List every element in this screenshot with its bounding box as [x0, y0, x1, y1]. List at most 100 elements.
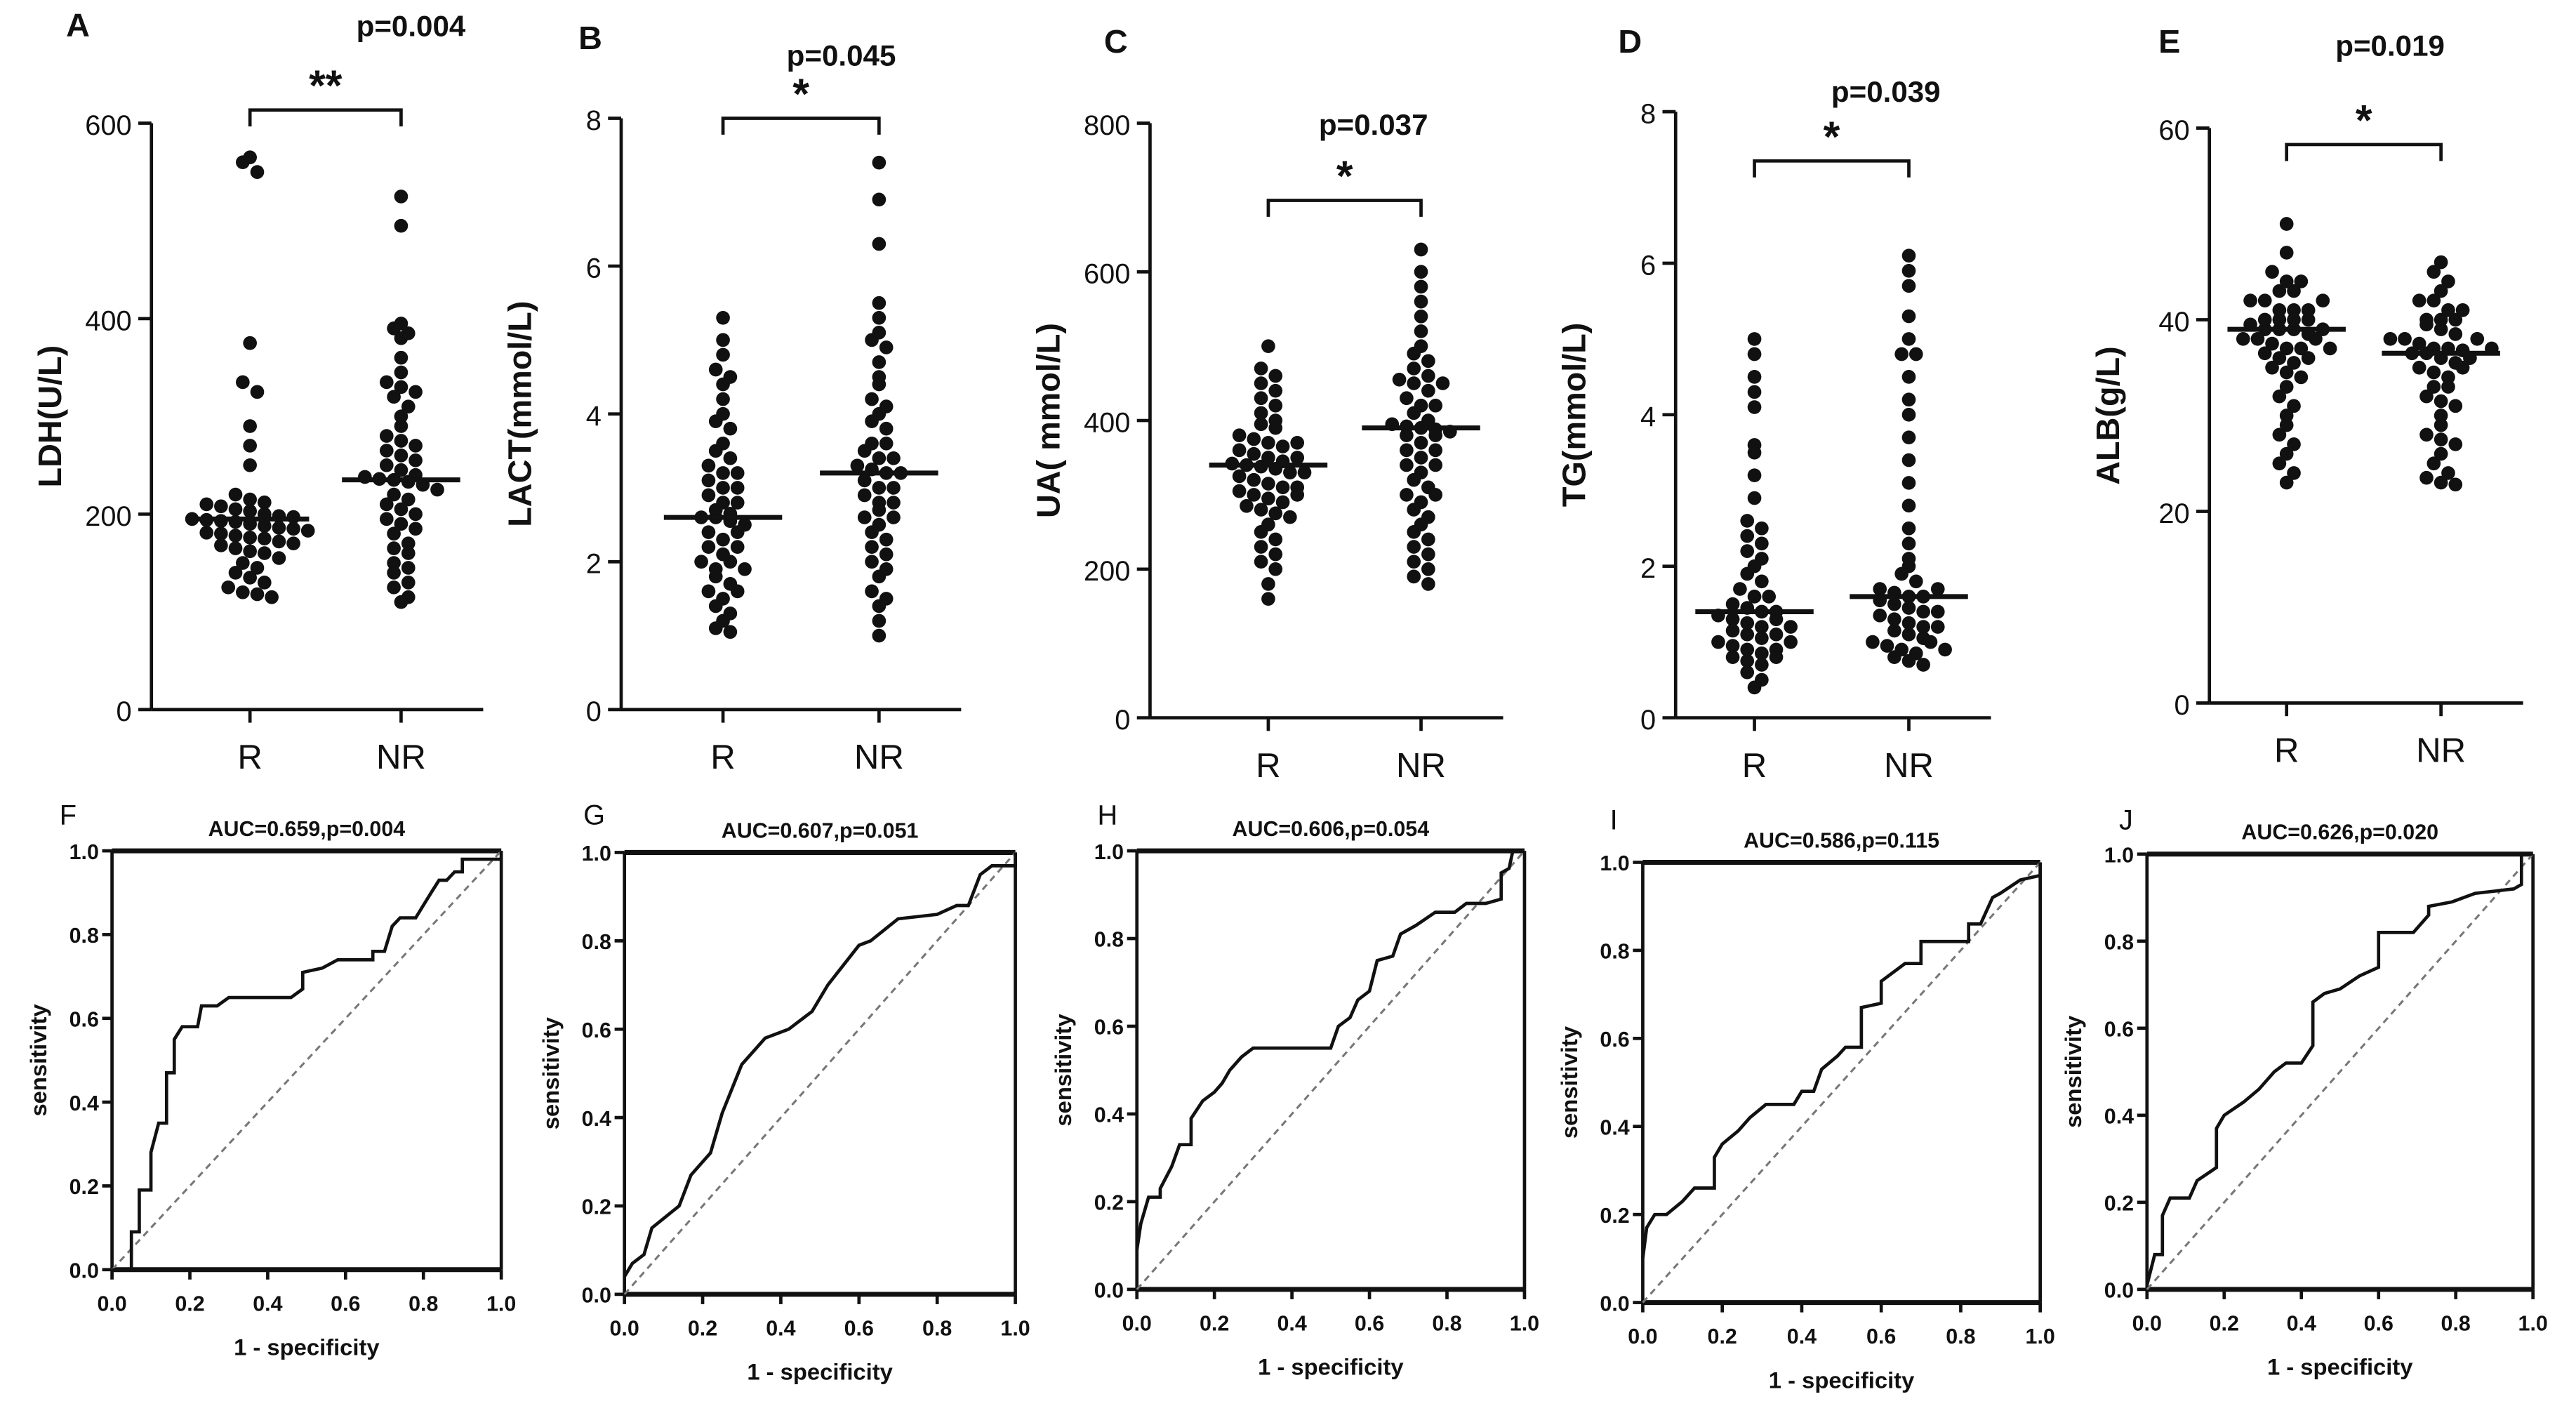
panel-b: B 0 2 4 6 8 LACT(mmol/L) R NR *p=0.045: [501, 20, 962, 776]
data-point: [214, 526, 228, 541]
y-tick-label: 0.4: [582, 1107, 611, 1131]
data-point: [1747, 400, 1762, 414]
data-point: [2279, 380, 2294, 394]
x-tick-label: 0.2: [2210, 1311, 2239, 1335]
x-tick-label: R: [2274, 732, 2299, 770]
data-point: [1421, 547, 1435, 562]
data-point: [394, 434, 409, 448]
y-tick-label: 0.8: [1600, 940, 1629, 964]
x-tick-label: 0.0: [1122, 1311, 1152, 1335]
data-point: [1232, 469, 1247, 484]
data-point: [409, 453, 423, 467]
x-tick-label: 0.0: [1628, 1325, 1657, 1348]
y-tick-label: 0.6: [2104, 1018, 2134, 1042]
data-point: [723, 625, 738, 639]
x-axis-label: 1 - specificity: [2267, 1354, 2413, 1380]
data-point: [1747, 370, 1762, 384]
x-tick-label: 0.8: [1432, 1311, 1461, 1335]
data-point: [387, 556, 401, 570]
roc-curve: [112, 851, 503, 1272]
x-tick-label: NR: [376, 738, 426, 776]
data-point: [1725, 639, 1740, 653]
y-tick-label: 400: [85, 305, 131, 336]
data-point: [716, 310, 730, 325]
x-tick-label: 0.4: [1787, 1325, 1817, 1348]
data-point: [1733, 582, 1747, 596]
data-point: [1873, 609, 1887, 623]
data-point: [2294, 370, 2309, 385]
data-point: [394, 517, 409, 531]
data-point: [1901, 392, 1916, 407]
y-axis-label: LACT(mmol/L): [501, 301, 538, 527]
data-point: [2316, 293, 2330, 308]
data-point: [1240, 498, 1254, 513]
data-point: [1740, 616, 1755, 630]
data-point: [1268, 369, 1283, 383]
data-point: [2441, 466, 2455, 480]
data-point: [387, 541, 401, 555]
data-point: [2441, 303, 2455, 317]
data-point: [228, 502, 243, 517]
y-axis-label: sensitivity: [2060, 1015, 2086, 1128]
x-axis-label: 1 - specificity: [1769, 1367, 1915, 1393]
data-point: [1769, 628, 1784, 642]
data-point: [1930, 620, 1945, 634]
data-point: [1421, 577, 1435, 591]
data-point: [236, 585, 250, 599]
data-point: [1916, 658, 1930, 672]
data-point: [1400, 458, 1414, 472]
data-point: [401, 546, 416, 560]
x-tick-label: R: [710, 738, 735, 776]
data-point: [1901, 263, 1916, 278]
reference-diagonal: [2146, 853, 2534, 1290]
y-tick-label: 4: [1640, 402, 1656, 432]
data-point: [250, 385, 265, 399]
data-point: [865, 540, 879, 555]
data-point: [394, 449, 409, 463]
data-point: [1232, 443, 1247, 458]
data-point: [865, 525, 879, 539]
panel-letter: H: [1098, 800, 1118, 831]
reference-diagonal: [1642, 861, 2041, 1304]
significance-stars: *: [2356, 96, 2372, 144]
data-point: [243, 544, 257, 559]
data-point: [1275, 439, 1290, 453]
data-point: [2272, 389, 2287, 404]
data-point: [865, 392, 879, 406]
data-point: [723, 555, 738, 569]
data-point: [1901, 370, 1916, 384]
x-tick-label: 0.4: [253, 1292, 282, 1315]
data-point: [1283, 510, 1297, 524]
data-point: [730, 584, 745, 599]
data-point: [1400, 391, 1414, 406]
data-point: [730, 466, 745, 480]
data-point: [887, 496, 901, 510]
data-point: [387, 390, 401, 404]
roc-curve: [2145, 852, 2533, 1286]
data-point: [872, 355, 887, 369]
data-point: [708, 414, 723, 429]
data-point: [243, 571, 257, 585]
data-point: [872, 377, 887, 392]
data-point: [1407, 362, 1421, 376]
data-point: [2383, 331, 2398, 346]
data-point: [1407, 406, 1421, 420]
data-point: [1747, 680, 1762, 695]
data-point: [214, 538, 228, 552]
y-tick-label: 0.4: [1600, 1115, 1629, 1139]
data-point: [1283, 465, 1297, 479]
x-tick-label: 0.6: [2364, 1311, 2394, 1335]
data-point: [872, 451, 887, 465]
y-tick-label: 400: [1084, 407, 1130, 438]
data-point: [2434, 418, 2448, 432]
data-point: [409, 385, 423, 399]
data-point: [879, 532, 894, 547]
data-point: [730, 525, 745, 539]
x-tick-label: 0.8: [409, 1292, 438, 1315]
data-point: [2434, 322, 2448, 336]
data-point: [1232, 484, 1247, 498]
panel-i: I AUC=0.586,p=0.115 0.0 0.0 0.2 0.2 0.4 0.4 0.6 0…: [1556, 805, 2055, 1393]
x-tick-label: NR: [854, 738, 904, 776]
x-tick-label: 0.0: [610, 1316, 639, 1340]
